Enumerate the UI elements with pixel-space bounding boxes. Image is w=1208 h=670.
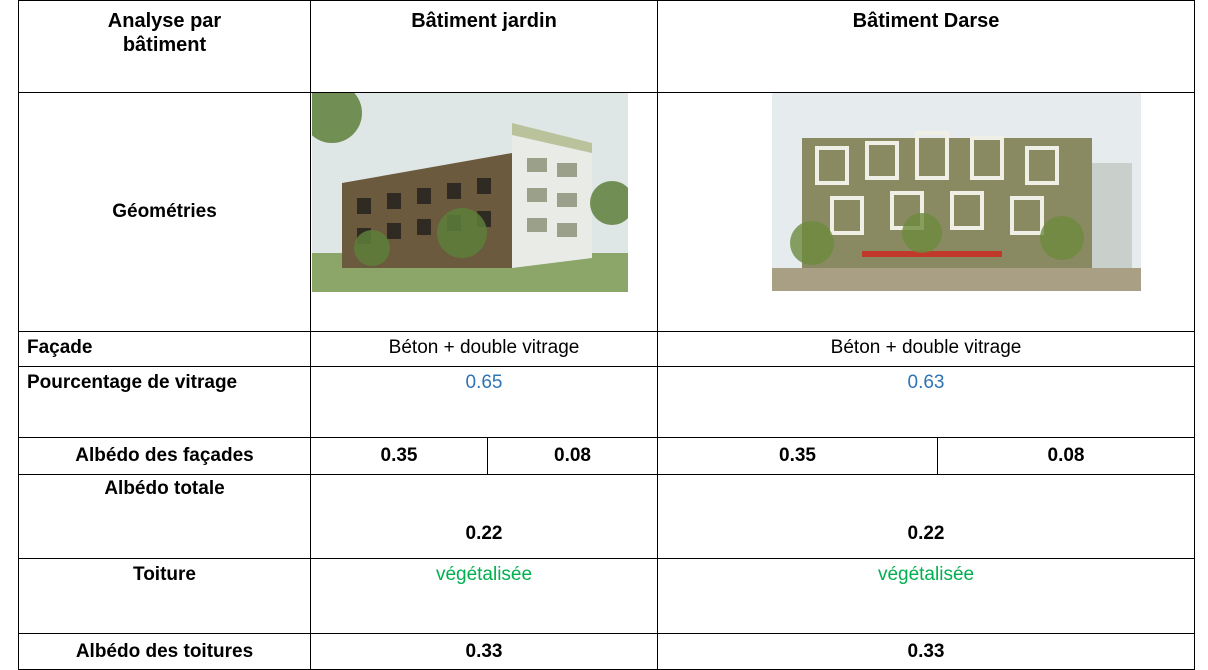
value-cell: Béton + double vitrage [657, 331, 1196, 367]
value-cell: Béton + double vitrage [309, 331, 659, 367]
page: {"header": {"title_col": "Analyse par bâ… [18, 0, 1196, 670]
row-label: Pourcentage de vitrage [18, 366, 311, 438]
glazing-row: Pourcentage de vitrage 0.65 0.63 [18, 366, 1196, 438]
header-text: Analyse par bâtiment [107, 10, 222, 56]
value-cell: végétalisée [657, 558, 1196, 634]
total-albedo-row: Albédo totale 0.22 0.22 [18, 474, 1196, 559]
value-cell: 0.35 [310, 437, 488, 475]
document: Analyse par bâtiment Bâtiment jardin Bât… [18, 0, 1196, 670]
header-row: Analyse par bâtiment Bâtiment jardin Bât… [18, 0, 1196, 93]
row-label: Albédo des façades [18, 437, 311, 475]
value-cell: végétalisée [309, 558, 659, 634]
row-label: Toiture [18, 558, 311, 634]
roof-row: Toiture végétalisée végétalisée [18, 558, 1196, 634]
value-cell: 0.08 [937, 437, 1196, 475]
header-cell: Bâtiment Darse [657, 0, 1196, 93]
row-label: Géométries [18, 92, 311, 332]
image-cell [657, 92, 1196, 332]
value-cell: 0.22 [657, 474, 1196, 559]
building-image [312, 93, 628, 292]
row-label: Albédo totale [18, 474, 311, 559]
analysis-table: Analyse par bâtiment Bâtiment jardin Bât… [18, 0, 1196, 670]
building-image [772, 93, 1142, 291]
header-cell: Analyse par bâtiment [18, 0, 311, 93]
value-cell: 0.65 [309, 366, 659, 438]
value-cell: 0.63 [657, 366, 1196, 438]
image-cell [309, 92, 659, 332]
geometry-row: Géométries [18, 92, 1196, 332]
value-cell: 0.08 [486, 437, 659, 475]
row-label: Façade [18, 331, 311, 367]
value-cell: 0.22 [309, 474, 659, 559]
facade-row: Façade Béton + double vitrage Béton + do… [18, 331, 1196, 367]
header-cell: Bâtiment jardin [309, 0, 659, 93]
value-cell: 0.35 [657, 437, 939, 475]
facade-albedo-row: Albédo des façades 0.35 0.08 0.35 0.08 [18, 437, 1196, 475]
